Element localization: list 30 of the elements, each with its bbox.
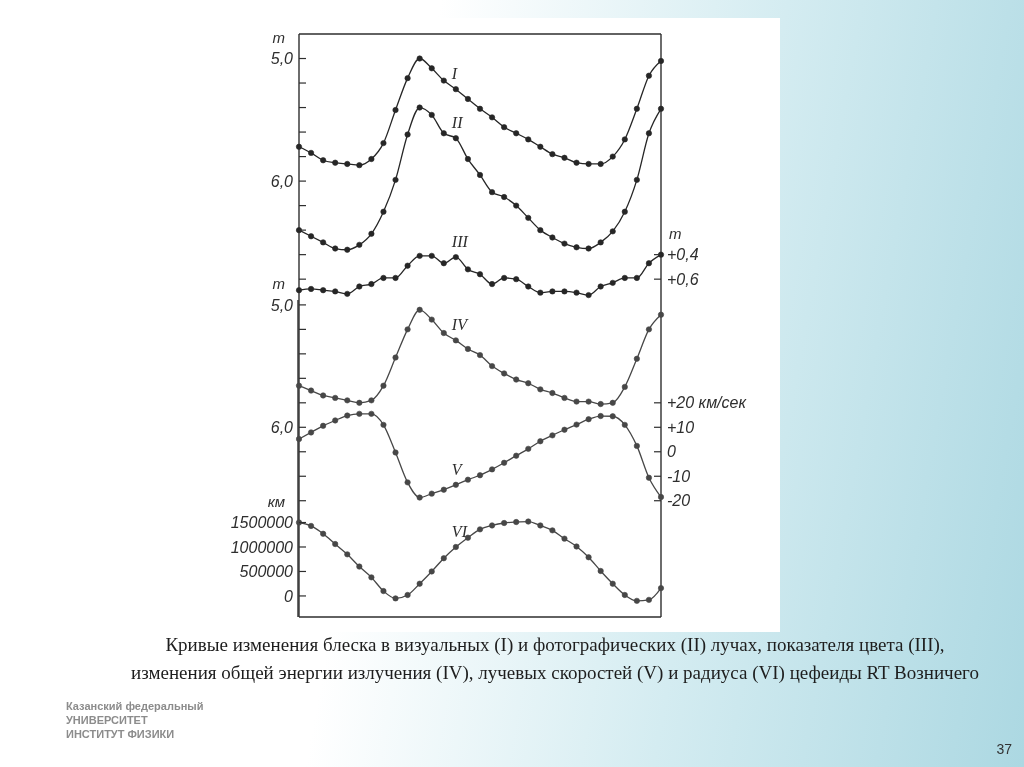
text: 37: [996, 741, 1012, 757]
y2-axis-title: m: [669, 224, 682, 242]
y2-tick-label: +10: [667, 418, 695, 436]
y2-tick-label: -20: [667, 492, 691, 510]
y2-tick-label: +0,4: [667, 246, 699, 264]
y3-tick-label: 1000000: [230, 538, 294, 556]
text: УНИВЕРСИТЕТ: [66, 713, 149, 727]
y3-tick-label: 1500000: [230, 514, 294, 532]
y2-tick-label: 0: [667, 443, 676, 461]
y2-tick-label: +0,6: [667, 270, 699, 288]
text: Кривые изменения блеска в визуальных (I) и фотографических (II) лучах, показателя цвета (III), изменения общей энергии излучения (IV), лучевых скоростей (V) и радиуса (VI) цефеиды RT Возничего: [130, 633, 980, 685]
y3-tick-label: 500000: [239, 563, 294, 581]
series-label: I: [450, 65, 458, 83]
y2-tick-label: -10: [667, 467, 691, 485]
y2-tick-label: +20 км/сек: [667, 394, 748, 412]
series-label: II: [450, 114, 464, 132]
y-tick-label: 5,0: [270, 296, 294, 314]
y-axis-title: m: [272, 274, 285, 292]
y-tick-label: 6,0: [270, 418, 294, 436]
y3-axis-title: км: [267, 492, 285, 510]
text: Казанский федеральный: [66, 699, 204, 713]
series-label: IV: [450, 316, 470, 334]
series-label: V: [451, 460, 464, 478]
y-tick-label: 5,0: [270, 50, 294, 68]
y3-tick-label: 0: [284, 587, 294, 605]
series-label: VI: [451, 522, 468, 540]
series-label: III: [450, 233, 469, 251]
y-tick-label: 6,0: [270, 172, 294, 190]
text: ИНСТИТУТ ФИЗИКИ: [66, 727, 176, 741]
y-axis-title: m: [272, 28, 285, 46]
